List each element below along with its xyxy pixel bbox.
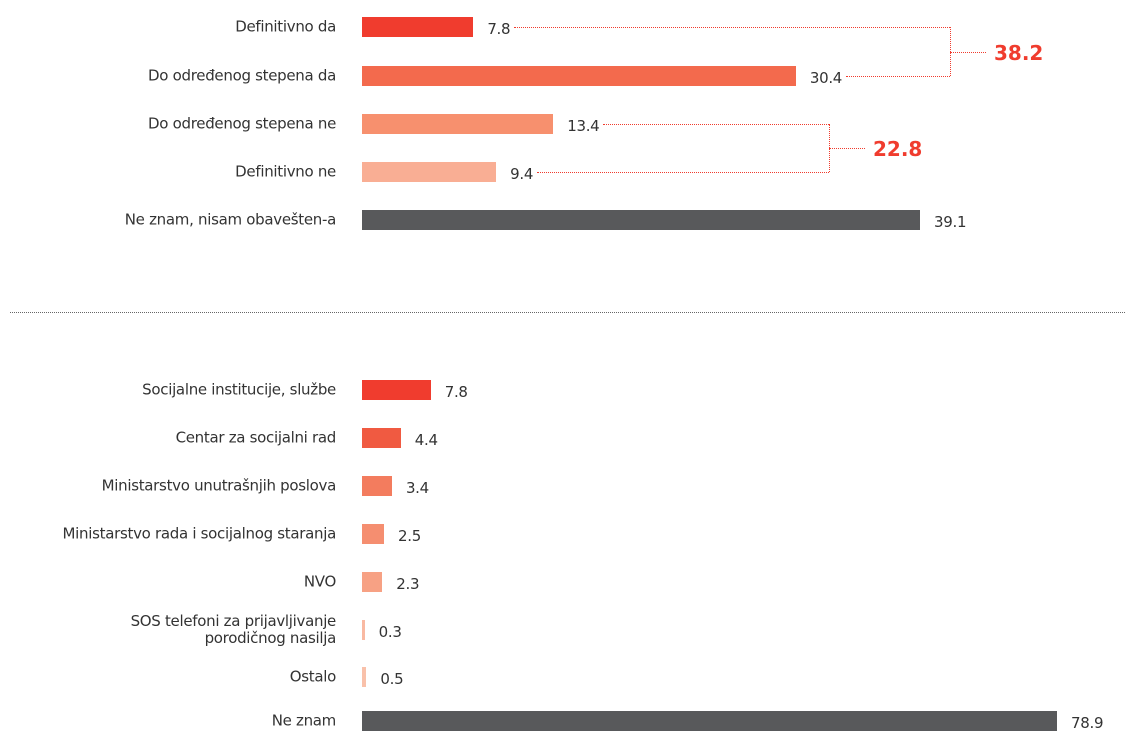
category-label: Centar za socijalni rad: [175, 428, 337, 447]
separator: [10, 312, 1125, 313]
group-total: 22.8: [873, 137, 923, 161]
bar: [362, 620, 365, 640]
bar: [362, 428, 401, 448]
group-total: 38.2: [994, 40, 1044, 65]
value-label: 13.4: [567, 117, 600, 135]
category-label: Ne znam, nisam obavešten-a: [124, 210, 337, 229]
bar: [362, 380, 431, 400]
value-label: 39.1: [934, 213, 967, 231]
category-label: Socijalne institucije, službe: [142, 380, 336, 399]
value-label: 7.8: [444, 383, 468, 401]
value-label: 3.4: [405, 479, 429, 497]
bar: [362, 66, 796, 86]
bar: [362, 210, 920, 230]
category-label: Do određenog stepena ne: [148, 114, 336, 133]
category-label: Ne znam: [271, 711, 337, 730]
bar: [362, 667, 367, 687]
category-label: Do određenog stepena da: [148, 66, 336, 85]
bar: [362, 572, 383, 592]
bracket-line: [603, 124, 829, 125]
bracket-line: [846, 76, 950, 77]
bracket-line: [829, 148, 865, 149]
value-label: 4.4: [414, 431, 438, 449]
category-label: Definitivno ne: [235, 162, 336, 181]
bar: [362, 524, 385, 544]
bar: [362, 114, 554, 134]
value-label: 30.4: [809, 69, 843, 87]
bar: [362, 17, 474, 37]
category-label: Ministarstvo rada i socijalnog staranja: [62, 524, 337, 543]
category-label: SOS telefoni za prijavljivanje porodično…: [130, 612, 337, 647]
value-label: 2.3: [396, 575, 420, 593]
bar: [362, 162, 497, 182]
bracket-line: [537, 172, 829, 173]
category-label: Definitivno da: [235, 17, 336, 36]
value-label: 9.4: [510, 165, 534, 183]
bracket-line: [950, 51, 986, 53]
bar: [362, 476, 392, 496]
category-label: Ostalo: [289, 667, 337, 686]
category-label: Ministarstvo unutrašnjih poslova: [101, 476, 337, 495]
value-label: 0.3: [378, 623, 402, 641]
value-label: 78.9: [1071, 714, 1104, 732]
category-label: NVO: [303, 572, 336, 591]
value-label: 0.5: [380, 670, 404, 688]
value-label: 2.5: [398, 527, 421, 545]
bracket-line: [514, 27, 950, 28]
bar: [362, 711, 1057, 731]
value-label: 7.8: [487, 20, 511, 38]
